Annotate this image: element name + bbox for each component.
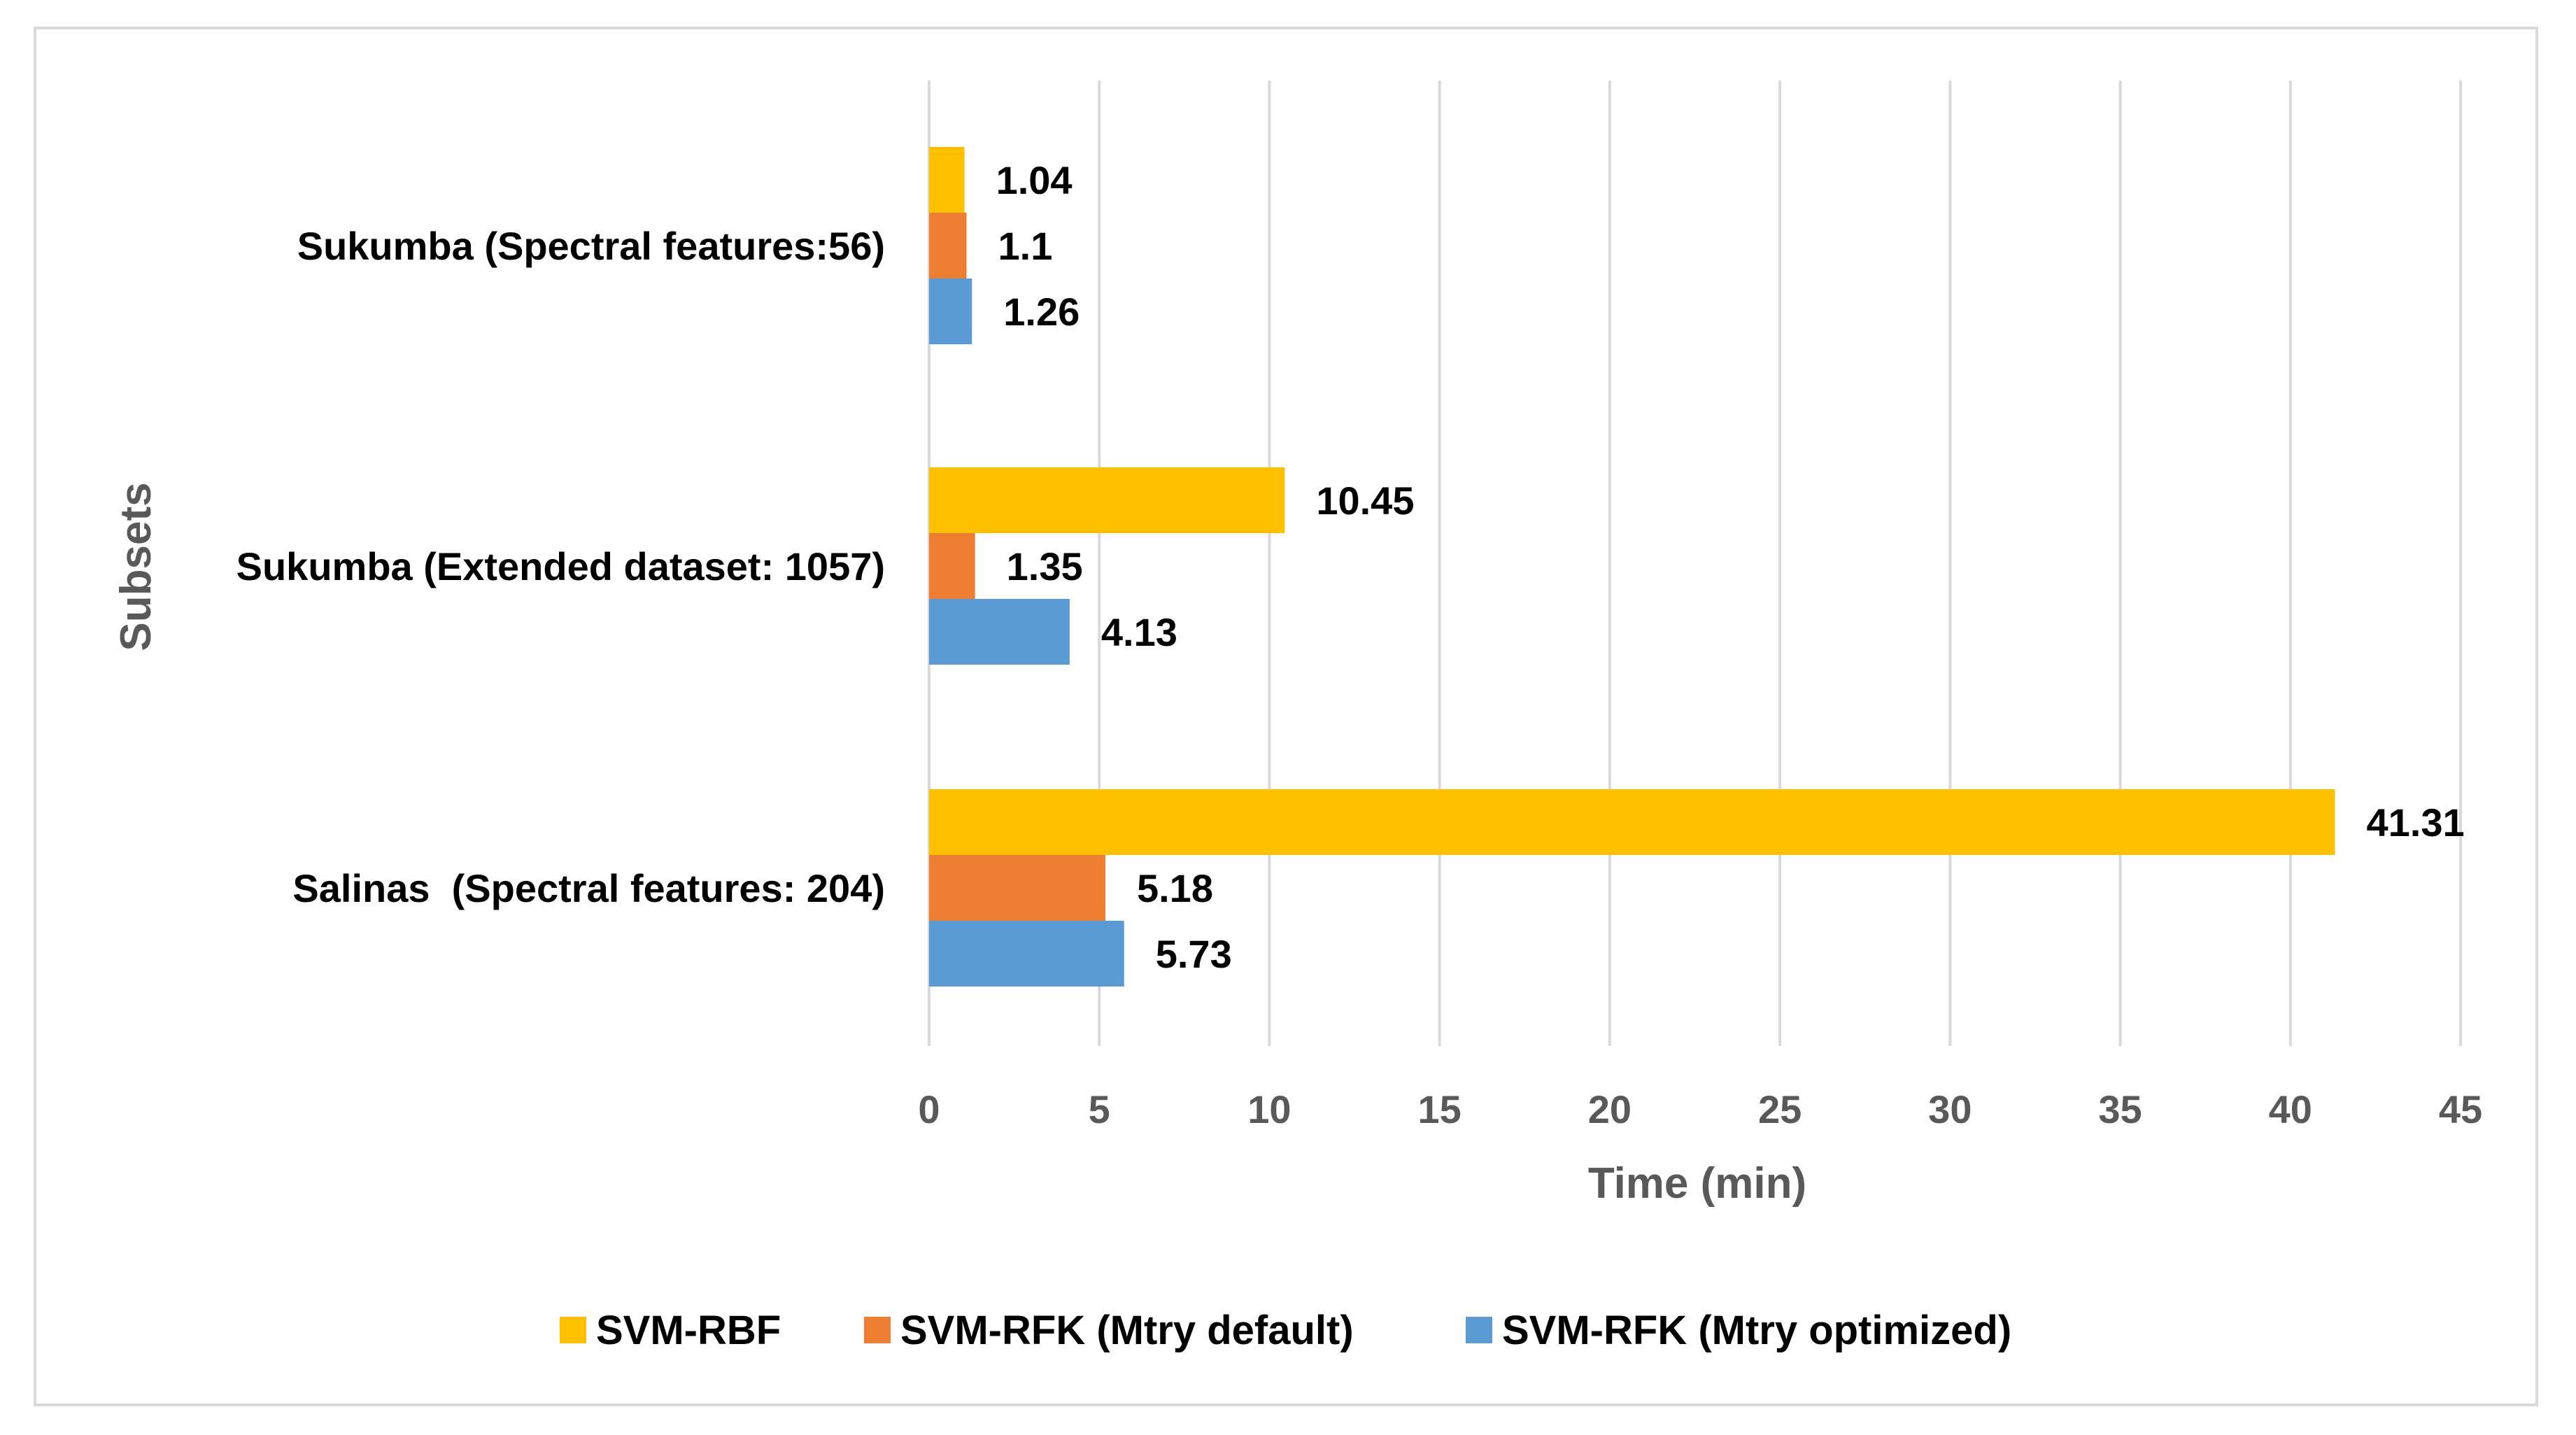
x-tick-labels: 0 5 10 15 20 25 30 35 40 45 (918, 1087, 2482, 1131)
x-tick-label: 35 (2098, 1087, 2142, 1131)
data-label: 5.73 (1156, 932, 1232, 976)
x-tick-label: 10 (1247, 1087, 1291, 1131)
x-tick-label: 15 (1418, 1087, 1462, 1131)
x-tick-label: 40 (2269, 1087, 2312, 1131)
bar (929, 855, 1105, 921)
legend-label: SVM-RBF (596, 1308, 781, 1353)
y-axis-title: Subsets (112, 482, 160, 651)
data-label: 4.13 (1101, 610, 1177, 654)
category-label: Salinas (Spectral features: 204) (292, 866, 885, 910)
x-tick-label: 0 (918, 1087, 940, 1131)
data-label: 1.04 (996, 158, 1073, 202)
bars (929, 147, 2335, 987)
legend-swatch (560, 1317, 586, 1343)
x-tick-label: 45 (2439, 1087, 2482, 1131)
x-tick-label: 20 (1588, 1087, 1632, 1131)
legend: SVM-RBF SVM-RFK (Mtry default) SVM-RFK (Mt… (560, 1308, 2011, 1353)
legend-swatch (864, 1317, 891, 1343)
bar (929, 599, 1070, 665)
data-label: 5.18 (1137, 866, 1213, 910)
legend-label: SVM-RFK (Mtry optimized) (1502, 1308, 2011, 1353)
bar (929, 921, 1124, 987)
bar (929, 467, 1285, 533)
data-label: 1.1 (998, 224, 1053, 268)
bar (929, 147, 965, 213)
bar (929, 213, 967, 278)
category-label: Sukumba (Extended dataset: 1057) (236, 544, 885, 588)
x-tick-label: 30 (1928, 1087, 1972, 1131)
x-axis-title: Time (min) (1588, 1159, 1806, 1208)
category-label: Sukumba (Spectral features:56) (297, 224, 885, 268)
legend-label: SVM-RFK (Mtry default) (900, 1308, 1354, 1353)
x-tick-label: 5 (1089, 1087, 1110, 1131)
bar (929, 533, 975, 599)
legend-swatch (1466, 1317, 1492, 1343)
data-label: 1.35 (1007, 544, 1083, 588)
data-label: 41.31 (2367, 800, 2465, 844)
data-label: 1.26 (1003, 290, 1080, 334)
data-label: 10.45 (1316, 479, 1414, 523)
data-labels: 1.04 10.45 41.31 1.1 1.35 5.18 1.26 4.13 5.73 (996, 158, 2465, 976)
category-labels: Sukumba (Spectral features:56) Sukumba (E… (236, 224, 885, 910)
x-tick-label: 25 (1758, 1087, 1802, 1131)
bar (929, 789, 2335, 855)
bar (929, 278, 972, 344)
